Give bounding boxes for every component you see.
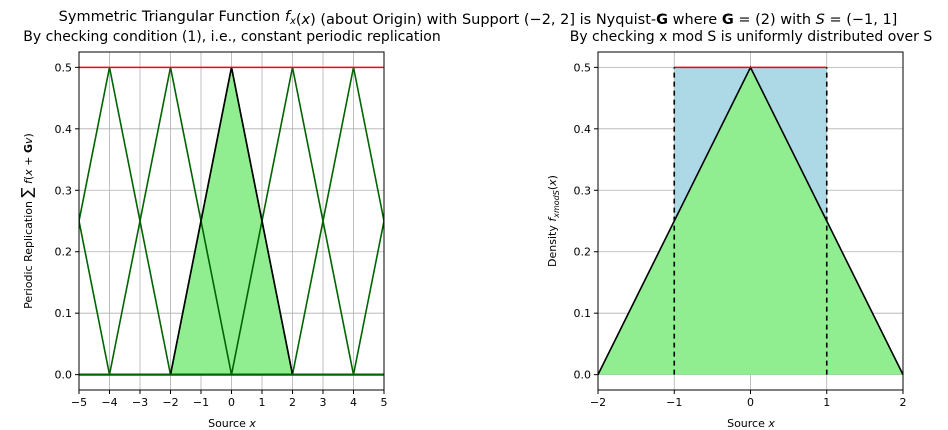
figure-suptitle: Symmetric Triangular Function fx(x) (abo… — [59, 9, 898, 28]
left-replica-line — [79, 216, 111, 375]
right-panel: By checking x mod S is uniformly distrib… — [546, 29, 932, 430]
left-y-tick-label: 0.4 — [55, 123, 73, 136]
right-x-tick-label: −2 — [590, 396, 606, 409]
right-panel-title: By checking x mod S is uniformly distrib… — [570, 29, 933, 45]
right-y-tick-label: 0.4 — [574, 123, 592, 136]
left-x-tick-label: −3 — [132, 396, 148, 409]
left-y-tick-label: 0.3 — [55, 184, 73, 197]
left-x-tick-label: 4 — [350, 396, 357, 409]
right-tick-labels: −2 −1 0 1 2 0.0 0.1 0.2 0.3 0.4 0.5 — [574, 61, 907, 409]
right-x-tick-label: 1 — [823, 396, 830, 409]
left-x-tick-label: 0 — [228, 396, 235, 409]
left-x-tick-label: 5 — [381, 396, 388, 409]
left-panel-title: By checking condition (1), i.e., constan… — [23, 29, 440, 45]
left-replica-line — [352, 216, 384, 375]
right-x-tick-label: 0 — [747, 396, 754, 409]
right-y-tick-label: 0.5 — [574, 61, 592, 74]
left-y-tick-label: 0.5 — [55, 61, 73, 74]
left-x-tick-label: 3 — [320, 396, 327, 409]
right-x-tick-label: 2 — [900, 396, 907, 409]
left-x-tick-label: −2 — [162, 396, 178, 409]
left-x-tick-label: −5 — [71, 396, 87, 409]
left-x-tick-label: 1 — [259, 396, 266, 409]
right-y-tick-label: 0.2 — [574, 246, 592, 259]
left-y-tick-label: 0.0 — [55, 369, 73, 382]
right-plot-marks — [597, 65, 904, 375]
left-y-tick-label: 0.1 — [55, 307, 73, 320]
right-y-tick-label: 0.0 — [574, 369, 592, 382]
right-y-axis-label: Density fxmodS(x) — [546, 175, 561, 267]
left-x-tick-label: −1 — [193, 396, 209, 409]
left-y-tick-label: 0.2 — [55, 246, 73, 259]
left-panel: By checking condition (1), i.e., constan… — [18, 29, 441, 430]
left-plot-marks — [79, 66, 384, 376]
left-x-tick-label: 2 — [289, 396, 296, 409]
right-x-axis-label: Source x — [727, 417, 775, 430]
left-x-tick-label: −4 — [101, 396, 117, 409]
right-y-tick-label: 0.1 — [574, 307, 592, 320]
right-x-tick-label: −1 — [666, 396, 682, 409]
right-y-tick-label: 0.3 — [574, 184, 592, 197]
left-fill-triangle — [170, 67, 293, 375]
left-x-axis-label: Source x — [208, 417, 256, 430]
left-tick-labels: −5 −4 −3 −2 −1 0 1 2 3 4 5 0.0 0.1 0.2 0.3 0.4 0.5 — [55, 61, 388, 409]
right-triangle-area — [598, 67, 903, 375]
left-y-axis-label: Periodic Replication ∑ f(x + Gv) — [18, 133, 36, 309]
